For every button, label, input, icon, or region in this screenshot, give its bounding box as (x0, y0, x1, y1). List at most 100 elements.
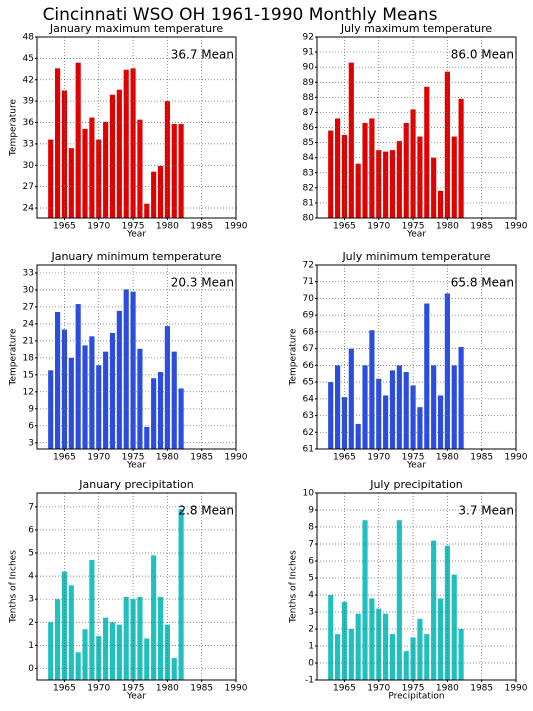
bar (389, 150, 396, 218)
x-tick-label: 1985 (470, 453, 493, 463)
y-tick-label: 36 (23, 118, 35, 128)
y-tick-label: 71 (303, 277, 314, 287)
bar (89, 117, 95, 218)
bar (458, 629, 464, 680)
bar (164, 326, 170, 449)
bar (116, 624, 122, 680)
bar (335, 365, 341, 449)
bar (328, 382, 334, 449)
bar (68, 585, 74, 680)
bar (362, 520, 368, 680)
bar (444, 71, 450, 218)
x-tick-label: 1980 (436, 222, 459, 232)
plot-frame (36, 36, 237, 219)
bar (164, 101, 170, 218)
bar (116, 310, 122, 449)
chart-title: January maximum temperature (49, 22, 223, 35)
plot-frame (36, 264, 237, 450)
y-tick-label: 7 (308, 540, 314, 550)
x-tick-label: 1965 (53, 684, 76, 694)
y-tick-label: 3 (28, 438, 34, 448)
bar (348, 629, 354, 680)
y-tick-label: 86 (303, 123, 315, 133)
x-tick-label: 1985 (470, 222, 493, 232)
bar (403, 651, 409, 680)
y-tick-label: 64 (303, 394, 315, 404)
y-tick-label: 69 (303, 311, 315, 321)
bar (89, 336, 95, 449)
y-tick-label: 1 (28, 641, 34, 651)
bar (355, 423, 361, 449)
y-tick-label: 0 (28, 664, 34, 674)
y-tick-label: 65 (303, 378, 314, 388)
y-tick-label: 91 (303, 48, 314, 58)
bar (116, 89, 122, 218)
bar (437, 598, 444, 680)
bar (157, 372, 164, 449)
chart-title: July minimum temperature (341, 250, 490, 263)
y-axis-label: Temperature (9, 99, 19, 157)
bar (178, 388, 184, 449)
mean-annotation: 86.0 Mean (451, 48, 514, 62)
x-tick-label: 1990 (505, 453, 528, 463)
plot-frame (316, 264, 517, 450)
y-tick-label: 9 (28, 404, 34, 414)
bar (348, 62, 354, 219)
bar (103, 121, 109, 218)
bar (144, 638, 150, 680)
bar (137, 119, 143, 218)
bar (144, 203, 150, 218)
bar (389, 634, 396, 680)
bar (96, 365, 102, 449)
bar (178, 123, 184, 218)
y-tick-label: 6 (308, 557, 314, 567)
bar (75, 652, 81, 680)
y-tick-label: 87 (303, 108, 314, 118)
x-axis-label: Year (126, 692, 146, 702)
x-tick-label: 1980 (436, 453, 459, 463)
bar (396, 365, 402, 449)
bar (109, 332, 116, 449)
y-axis-label: Temperature (289, 328, 299, 386)
y-tick-label: 1 (308, 642, 314, 652)
bar (383, 613, 389, 680)
y-tick-label: 61 (303, 445, 314, 455)
y-tick-label: 30 (23, 161, 35, 171)
bar (369, 118, 375, 218)
bar (383, 395, 389, 449)
bar (451, 574, 457, 680)
y-tick-label: 8 (308, 523, 314, 533)
x-tick-label: 1970 (367, 684, 390, 694)
x-tick-label: 1965 (333, 684, 356, 694)
bar (109, 94, 116, 218)
x-axis-label: Year (406, 461, 426, 471)
y-tick-label: 9 (308, 506, 314, 516)
bar (328, 130, 334, 218)
y-tick-label: 33 (23, 139, 34, 149)
y-tick-label: 92 (303, 33, 314, 43)
x-tick-label: 1970 (367, 222, 390, 232)
y-tick-label: 3 (28, 595, 34, 605)
bar (403, 122, 409, 218)
x-tick-label: 1965 (333, 453, 356, 463)
bar (151, 555, 157, 680)
bar (137, 596, 143, 680)
bar (103, 617, 109, 680)
bar (431, 540, 437, 680)
bar (355, 163, 361, 218)
bar (437, 190, 444, 218)
bar (335, 118, 341, 218)
bar (157, 165, 164, 218)
bar (157, 596, 164, 680)
bar (424, 634, 430, 680)
bar (75, 304, 81, 449)
x-tick-label: 1980 (156, 684, 179, 694)
bar (431, 157, 437, 218)
x-tick-label: 1985 (190, 453, 213, 463)
bar (82, 629, 88, 680)
x-tick-label: 1985 (190, 222, 213, 232)
bar (68, 148, 74, 218)
y-axis-label: Tenths of Inches (289, 550, 299, 624)
y-tick-label: 24 (23, 319, 35, 329)
bar (376, 378, 382, 449)
